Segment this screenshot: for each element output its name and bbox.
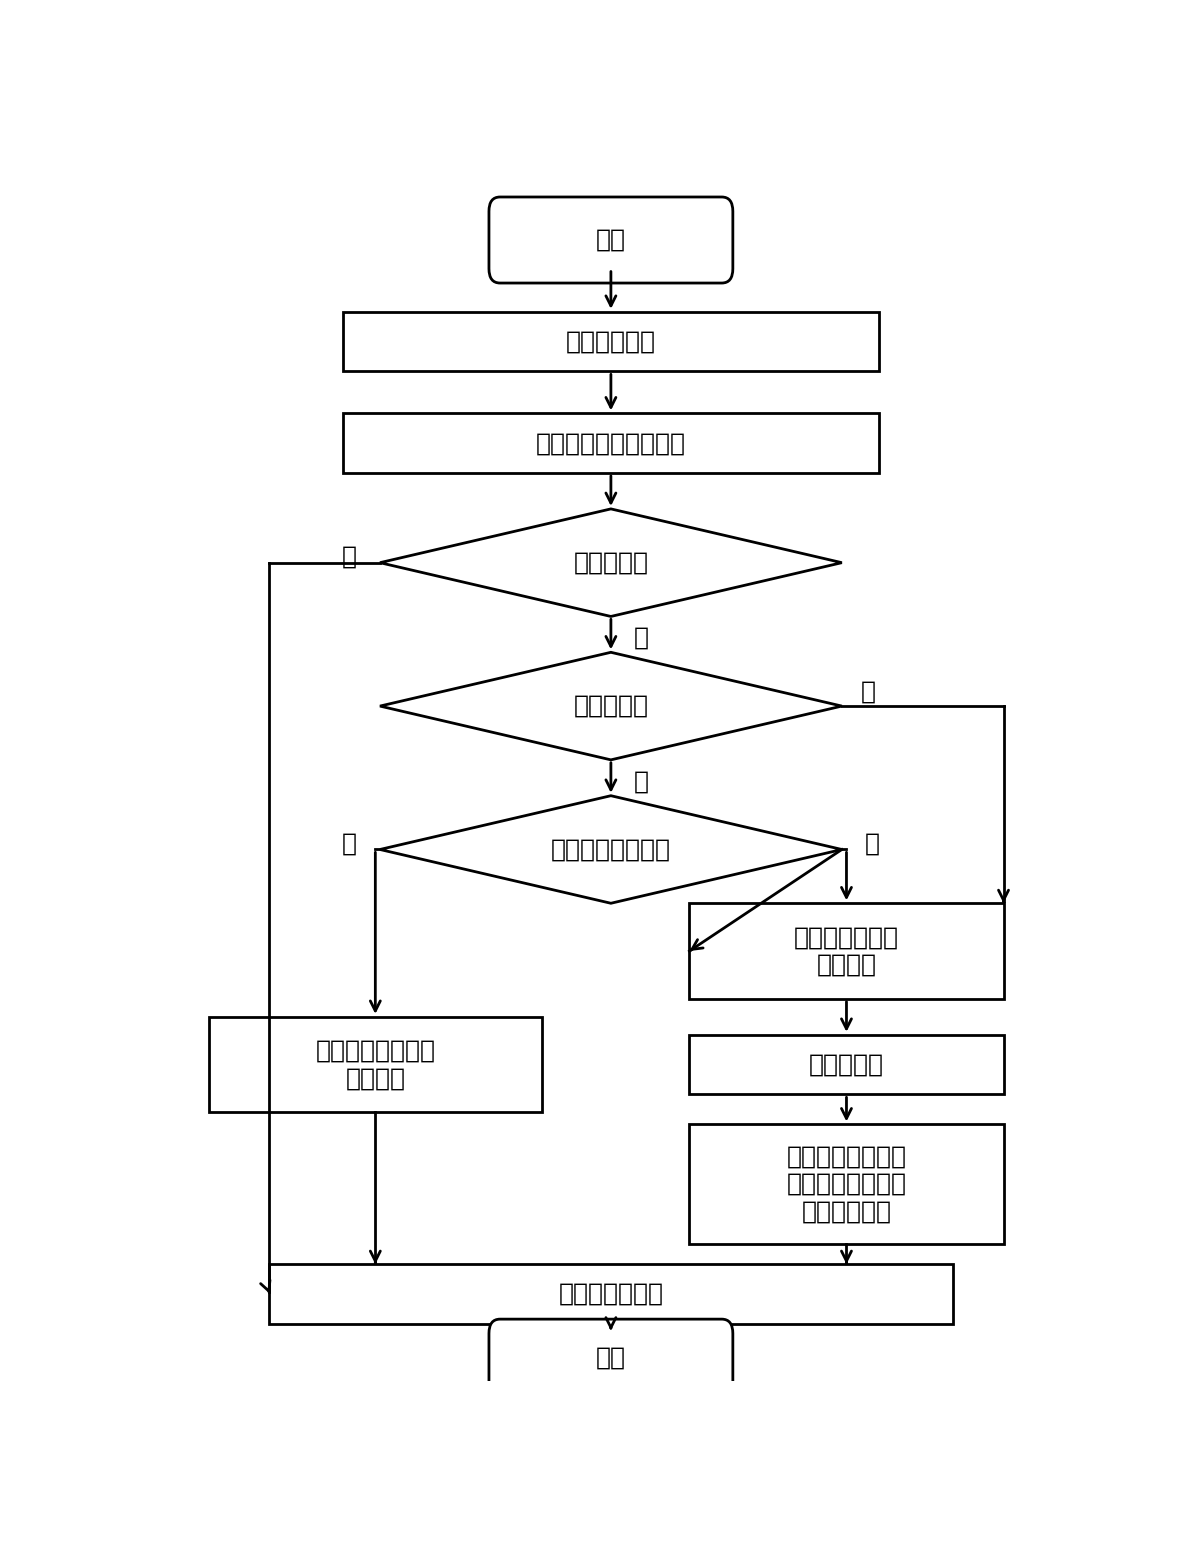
Text: 连通性分析: 连通性分析 (809, 1052, 884, 1077)
Polygon shape (380, 509, 842, 616)
Bar (343, 312, 879, 371)
Text: 脉冲对是否完整？: 脉冲对是否完整？ (551, 838, 671, 861)
Text: 否: 否 (634, 770, 648, 793)
Text: 存在干扰？: 存在干扰？ (573, 551, 648, 574)
Polygon shape (380, 652, 842, 760)
Text: 是: 是 (634, 625, 648, 650)
FancyBboxPatch shape (489, 197, 733, 282)
Text: 输出无干扰信号: 输出无干扰信号 (558, 1282, 664, 1307)
Text: 开始: 开始 (596, 228, 626, 251)
Bar (689, 1035, 1004, 1094)
Text: 对有混叠连通区域
进行基于小波包变
换的干扰抑制: 对有混叠连通区域 进行基于小波包变 换的干扰抑制 (787, 1144, 906, 1225)
Text: 结束: 结束 (596, 1346, 626, 1369)
Bar (689, 1124, 1004, 1243)
Bar (343, 413, 879, 473)
Polygon shape (380, 796, 842, 903)
Text: 否: 否 (342, 545, 356, 568)
Bar (689, 903, 1004, 999)
Text: 否: 否 (865, 832, 880, 855)
Text: 基于参数估计方法
抑制干扰: 基于参数估计方法 抑制干扰 (316, 1038, 435, 1091)
Text: 有混叠干扰区域
暂存数据: 有混叠干扰区域 暂存数据 (794, 925, 899, 976)
Text: 是否混叠？: 是否混叠？ (573, 694, 648, 719)
Bar (269, 1265, 952, 1324)
Bar (209, 1017, 541, 1113)
FancyBboxPatch shape (489, 1319, 733, 1395)
Text: 是: 是 (342, 832, 356, 855)
Text: 固定窗口滑动检测干扰: 固定窗口滑动检测干扰 (536, 431, 685, 455)
Text: 输入接收信号: 输入接收信号 (566, 329, 656, 354)
Text: 是: 是 (861, 680, 875, 703)
